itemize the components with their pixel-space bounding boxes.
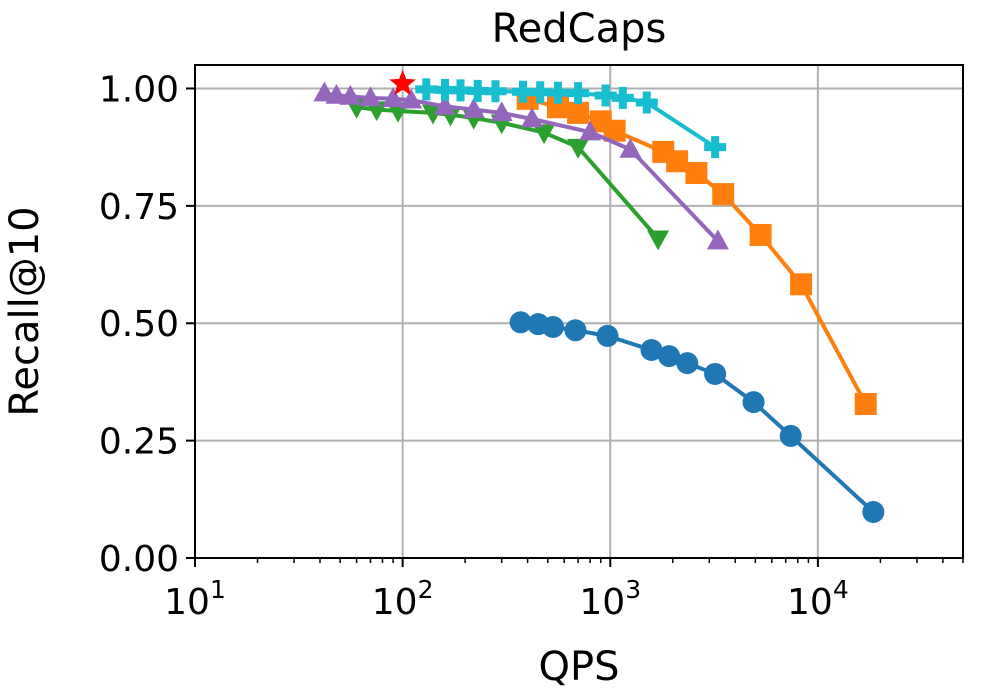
data-point [676,352,699,375]
data-point [462,98,485,118]
axes: 0.00 0.25 0.50 0.75 1.00 101 102 103 104 105 [99,69,997,623]
data-point [339,84,362,105]
chart-title: RedCaps [492,6,667,52]
data-point [685,161,708,184]
data-point [529,81,552,104]
data-point [790,273,813,296]
data-point [567,138,590,159]
y-tick-label: 0.00 [99,539,179,580]
series-line [520,320,875,514]
data-point [854,392,877,415]
series-blue-circle [509,311,885,523]
series-purple-triangle-up [313,81,729,250]
data-point [415,78,438,101]
data-point [635,91,658,114]
series-layer [313,69,885,523]
data-point [712,183,735,206]
x-tick-label: 104 [787,575,849,623]
x-tick-label: 103 [579,575,641,623]
data-point [449,79,472,102]
data-point [611,86,634,109]
y-tick-label: 0.25 [99,422,179,463]
data-point [706,229,729,250]
data-point [382,87,405,108]
data-point [490,101,513,122]
data-point [658,345,681,368]
data-point [325,83,348,104]
data-point [359,86,382,107]
data-point [619,137,642,158]
data-point [596,324,619,347]
x-tick-label: 102 [372,575,434,623]
data-point [434,78,457,101]
data-point [594,84,617,107]
series-green-triangle-down [345,99,670,251]
x-axis-title: QPS [539,644,620,690]
data-point [512,80,535,103]
data-point [567,101,590,124]
data-point [434,94,457,115]
data-point [484,80,507,103]
data-point [564,319,587,342]
data-point [509,311,532,334]
data-point [862,500,885,523]
series-cyan-plus [415,78,727,159]
data-point [521,107,544,128]
data-point [704,136,727,159]
data-point [466,79,489,102]
x-tick-label: 101 [164,575,226,623]
y-tick-label: 0.75 [99,187,179,228]
y-tick-label: 1.00 [99,69,179,110]
series-red-star [389,69,416,96]
x-tick-label: 105 [995,575,997,623]
data-point [400,88,423,109]
y-axis-title: Recall@10 [2,206,48,416]
data-point [542,315,565,338]
data-point [546,81,569,104]
y-tick-label: 0.50 [99,304,179,345]
data-point [546,96,569,119]
data-point [742,391,765,414]
data-point [533,124,556,145]
data-point [704,362,727,385]
data-point [779,424,802,447]
series-line [324,91,720,243]
series-line [356,105,660,241]
data-point [749,223,772,246]
data-point [666,150,689,173]
data-point [365,101,388,122]
data-point [567,82,590,105]
data-point [389,69,416,96]
data-point [647,230,670,251]
data-point [579,120,602,141]
data-point [603,119,626,142]
data-point [640,339,663,362]
plot-frame [194,64,964,559]
